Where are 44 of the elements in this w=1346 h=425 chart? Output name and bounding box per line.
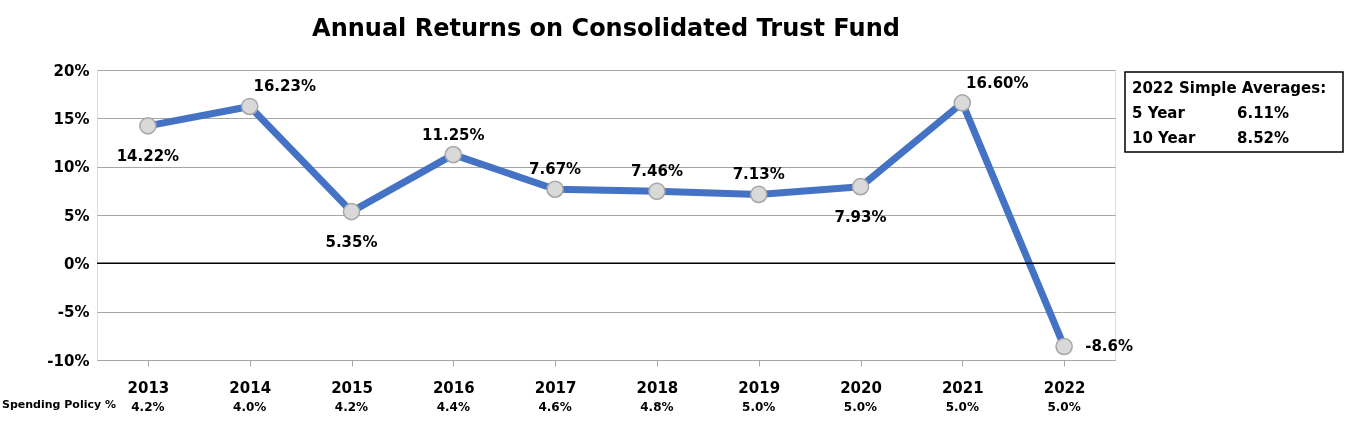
text: 2022 Simple Averages: xyxy=(1132,79,1327,97)
x-tick-label: 2021 xyxy=(941,378,984,397)
text: 4.6% xyxy=(538,400,572,414)
data-label: -8.6% xyxy=(1085,337,1134,356)
x-tick-label: 2014 xyxy=(229,378,272,397)
data-label: 5.35% xyxy=(325,232,378,251)
data-label: 7.13% xyxy=(732,165,785,184)
x-tick-label: 2022 xyxy=(1043,378,1086,397)
text: 5 Year xyxy=(1132,104,1186,122)
text: 5.0% xyxy=(742,400,776,414)
y-tick-label: -5% xyxy=(57,303,90,322)
data-label: 16.60% xyxy=(966,73,1029,92)
x-tick-label: 2020 xyxy=(840,378,882,397)
x-tick-label: 2019 xyxy=(738,378,781,397)
text: 8.52% xyxy=(1237,129,1290,147)
text: 10 Year xyxy=(1132,129,1196,147)
x-tick-label: 2015 xyxy=(331,378,373,397)
x-tick-label: 2016 xyxy=(432,378,475,397)
text: 4.2% xyxy=(131,400,165,414)
x-tick-label: 2013 xyxy=(127,378,170,397)
text: 4.0% xyxy=(233,400,267,414)
y-tick-label: 15% xyxy=(53,109,90,128)
data-label: 16.23% xyxy=(253,77,316,96)
text: 4.4% xyxy=(436,400,470,414)
data-label: 7.46% xyxy=(630,162,683,181)
x-tick-label: 2018 xyxy=(636,378,679,397)
data-label: 11.25% xyxy=(422,125,485,144)
text: 5.0% xyxy=(1047,400,1081,414)
text: 6.11% xyxy=(1237,104,1290,122)
text: 4.2% xyxy=(334,400,369,414)
x-tick-label: 2017 xyxy=(534,378,577,397)
text: Spending Policy % xyxy=(2,398,116,411)
chart-title: Annual Returns on Consolidated Trust Fund xyxy=(312,14,900,42)
text: 4.8% xyxy=(640,400,674,414)
data-label: 7.93% xyxy=(834,207,887,226)
y-tick-label: 20% xyxy=(53,61,90,80)
y-tick-label: 5% xyxy=(64,206,90,225)
data-label: 7.67% xyxy=(529,160,582,179)
y-tick-label: 0% xyxy=(64,254,90,273)
text: 5.0% xyxy=(843,400,878,414)
y-tick-label: 10% xyxy=(53,158,90,177)
y-tick-label: -10% xyxy=(47,351,90,370)
text: 5.0% xyxy=(945,400,979,414)
data-label: 14.22% xyxy=(116,146,180,165)
